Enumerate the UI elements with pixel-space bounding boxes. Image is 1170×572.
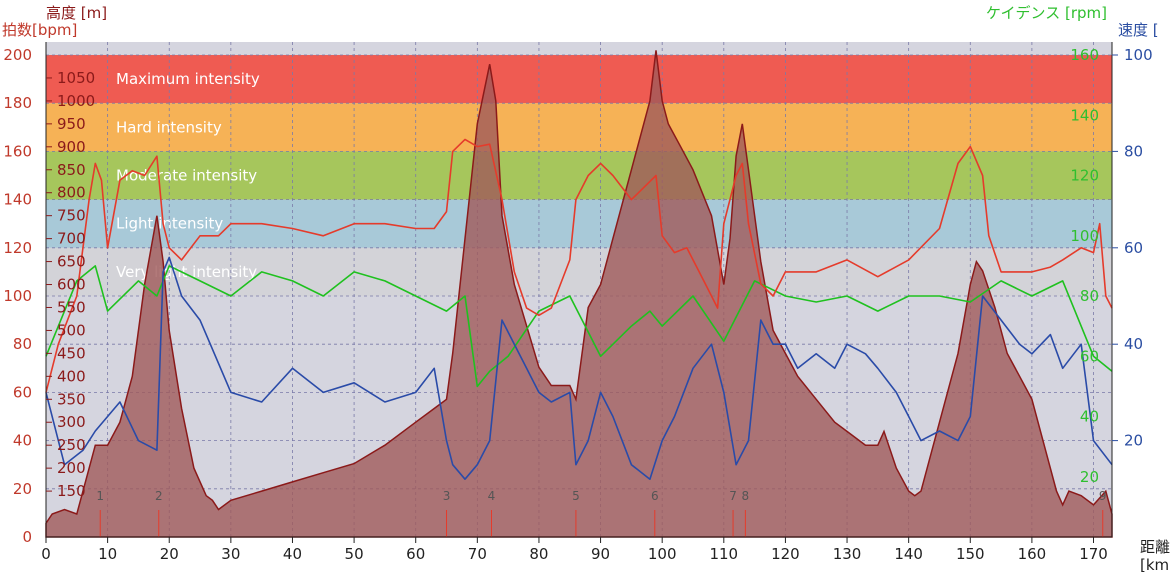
heart-rate-tick-label: 40	[13, 432, 32, 450]
x-tick-label: 10	[98, 545, 117, 563]
cadence-tick-label: 20	[1080, 468, 1099, 486]
altitude-tick-label: 1000	[57, 92, 95, 110]
altitude-tick-label: 200	[57, 459, 86, 477]
altitude-tick-label: 850	[57, 161, 86, 179]
heart-rate-tick-label: 80	[13, 335, 32, 353]
heart-rate-tick-label: 100	[3, 287, 32, 305]
altitude-tick-label: 750	[57, 207, 86, 225]
heart-rate-tick-label: 200	[3, 46, 32, 64]
altitude-tick-label: 900	[57, 138, 86, 156]
lap-marker-label: 1	[96, 489, 104, 503]
x-tick-label: 160	[1018, 545, 1047, 563]
cadence-tick-label: 100	[1070, 227, 1099, 245]
x-tick-label: 150	[956, 545, 985, 563]
series-layer	[45, 50, 1113, 538]
x-tick-label: 0	[41, 545, 51, 563]
altitude-tick-label: 400	[57, 367, 86, 385]
cadence-tick-label: 60	[1080, 347, 1099, 365]
speed-tick-label: 100	[1124, 46, 1153, 64]
zone-label: Maximum intensity	[116, 70, 260, 88]
heart-rate-line	[45, 138, 1113, 393]
altitude-tick-label: 350	[57, 390, 86, 408]
x-tick-label: 140	[894, 545, 923, 563]
x-tick-label: 120	[771, 545, 800, 563]
cadence-tick-label: 160	[1070, 46, 1099, 64]
altitude-tick-label: 500	[57, 321, 86, 339]
altitude-axis-title: 高度 [m]	[46, 4, 107, 22]
zone-band	[46, 55, 1112, 104]
heart-rate-tick-label: 140	[3, 191, 32, 209]
altitude-tick-label: 650	[57, 253, 86, 271]
lap-marker-label: 6	[651, 489, 659, 503]
speed-axis-title: 速度 [	[1118, 21, 1159, 39]
speed-tick-label: 40	[1124, 335, 1143, 353]
x-tick-label: 20	[160, 545, 179, 563]
x-tick-label: 30	[221, 545, 240, 563]
x-tick-label: 170	[1079, 545, 1108, 563]
distance-axis-unit: [km	[1140, 556, 1169, 572]
speed-tick-label: 20	[1124, 432, 1143, 450]
heart-rate-tick-label: 120	[3, 239, 32, 257]
zone-band	[46, 199, 1112, 248]
altitude-tick-label: 250	[57, 436, 86, 454]
x-tick-label: 90	[591, 545, 610, 563]
zone-band	[46, 103, 1112, 152]
x-tick-label: 60	[406, 545, 425, 563]
heart-rate-tick-label: 60	[13, 383, 32, 401]
distance-axis-title: 距離	[1140, 538, 1170, 556]
lap-marker-label: 3	[443, 489, 451, 503]
cadence-tick-label: 140	[1070, 106, 1099, 124]
zone-label: Light intensity	[116, 215, 223, 233]
heart-rate-tick-label: 20	[13, 480, 32, 498]
cadence-tick-label: 80	[1080, 287, 1099, 305]
x-tick-label: 50	[345, 545, 364, 563]
altitude-tick-label: 600	[57, 276, 86, 294]
zone-label: Moderate intensity	[116, 167, 257, 185]
altitude-area	[45, 50, 1113, 538]
cadence-line	[45, 265, 1113, 388]
zone-label: Very light intensity	[116, 263, 257, 281]
x-tick-label: 70	[468, 545, 487, 563]
lap-marker-label: 9	[1099, 489, 1107, 503]
speed-tick-label: 60	[1124, 239, 1143, 257]
x-tick-label: 100	[648, 545, 677, 563]
speed-line	[45, 256, 1113, 481]
lap-marker-label: 4	[488, 489, 496, 503]
altitude-tick-label: 450	[57, 344, 86, 362]
x-tick-label: 110	[709, 545, 738, 563]
cadence-tick-label: 120	[1070, 167, 1099, 185]
axes: 0 10 20 30 40 50 60 70 80 90 100 110 120 130 140 150 160…	[3, 42, 1153, 563]
heart-rate-tick-label: 160	[3, 142, 32, 160]
x-tick-label: 80	[529, 545, 548, 563]
lap-marker-label: 5	[572, 489, 580, 503]
altitude-tick-label: 1050	[57, 69, 95, 87]
zone-band	[46, 151, 1112, 200]
heart-rate-tick-label: 0	[22, 528, 32, 546]
altitude-tick-label: 550	[57, 298, 86, 316]
altitude-tick-label: 700	[57, 230, 86, 248]
heart-rate-tick-label: 180	[3, 94, 32, 112]
altitude-tick-label: 800	[57, 184, 86, 202]
heart-rate-axis-title: 拍数[bpm]	[2, 21, 77, 39]
cadence-tick-label: 40	[1080, 408, 1099, 426]
altitude-tick-label: 300	[57, 413, 86, 431]
zone-band	[46, 247, 1112, 296]
x-tick-label: 40	[283, 545, 302, 563]
cadence-axis-title: ケイデンス [rpm]	[986, 4, 1107, 22]
altitude-tick-label: 150	[57, 482, 86, 500]
altitude-tick-label: 950	[57, 115, 86, 133]
x-tick-label: 130	[833, 545, 862, 563]
lap-marker-label: 7	[729, 489, 737, 503]
lap-marker-label: 8	[742, 489, 750, 503]
speed-tick-label: 80	[1124, 142, 1143, 160]
lap-marker-label: 2	[155, 489, 163, 503]
